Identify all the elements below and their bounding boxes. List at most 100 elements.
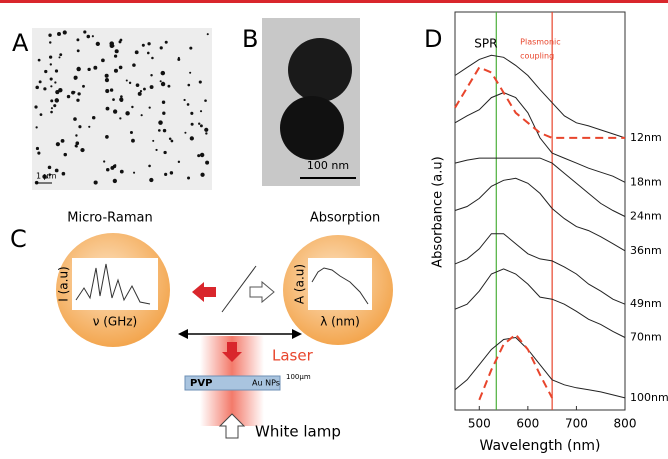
particle xyxy=(184,131,187,134)
micrograph xyxy=(32,28,212,190)
particle xyxy=(147,42,151,46)
particle xyxy=(61,171,66,176)
particle xyxy=(149,177,154,183)
particle xyxy=(105,89,110,94)
particle xyxy=(159,46,163,50)
particle xyxy=(288,38,352,102)
particle xyxy=(74,144,78,148)
particle xyxy=(204,99,207,102)
lamp-label: White lamp xyxy=(255,423,341,441)
arrow-right xyxy=(249,280,275,304)
particle xyxy=(183,98,186,102)
particle xyxy=(189,71,192,74)
particle xyxy=(170,139,174,143)
raman-y-label: I (a.u) xyxy=(57,266,71,302)
particle xyxy=(113,54,118,58)
particle xyxy=(151,56,154,60)
particle xyxy=(113,68,118,73)
particle xyxy=(197,154,201,158)
particle xyxy=(73,117,77,121)
particle xyxy=(76,49,80,53)
particle xyxy=(57,31,61,36)
absorption-x-label: λ (nm) xyxy=(320,315,360,329)
particle xyxy=(148,106,151,109)
particle xyxy=(133,171,136,174)
plot-frame xyxy=(454,11,626,411)
particle xyxy=(66,94,71,99)
particle xyxy=(76,66,81,72)
particle xyxy=(58,56,61,59)
raman-plot xyxy=(72,258,158,310)
particles xyxy=(34,30,210,185)
particle xyxy=(177,160,181,164)
particle xyxy=(160,70,166,76)
particle xyxy=(75,134,78,137)
particle xyxy=(141,43,145,47)
absorption-title: Absorption xyxy=(310,211,380,226)
particle xyxy=(205,132,208,135)
spectrum xyxy=(454,177,626,252)
arrow-left xyxy=(192,282,216,302)
x-axis-label: Wavelength (nm) xyxy=(480,438,601,454)
particle xyxy=(91,115,96,120)
particle xyxy=(198,122,201,125)
particle xyxy=(177,58,181,61)
absorption-spectrum xyxy=(311,267,369,305)
particle xyxy=(87,67,91,72)
particle xyxy=(169,171,174,175)
plot: 500 600 700 800 SPR Plasmonic coupling 12nm 18nm… xyxy=(454,12,668,431)
particle xyxy=(159,80,162,83)
particle xyxy=(109,88,114,92)
particle xyxy=(139,90,143,93)
particle xyxy=(114,49,119,54)
particle xyxy=(73,76,77,80)
particle xyxy=(109,41,114,46)
particle xyxy=(53,104,57,108)
particle xyxy=(58,87,63,93)
particle xyxy=(42,174,47,179)
particle xyxy=(54,81,57,84)
particle xyxy=(49,63,52,66)
particle xyxy=(54,168,59,173)
particle xyxy=(164,40,168,44)
particle xyxy=(39,113,43,117)
particle xyxy=(125,79,128,82)
particle xyxy=(160,81,166,87)
particle xyxy=(104,78,110,83)
particle xyxy=(186,103,190,106)
particle xyxy=(112,98,115,101)
particle xyxy=(35,126,38,129)
particle xyxy=(152,139,155,142)
particle xyxy=(38,80,42,84)
particle xyxy=(95,41,100,47)
nps-label: Au NPs xyxy=(252,379,280,388)
spectrum xyxy=(454,92,626,183)
particle xyxy=(54,69,59,73)
particle xyxy=(80,147,85,153)
raman-x-label: ν (GHz) xyxy=(93,315,138,329)
particle xyxy=(101,58,105,63)
particle xyxy=(106,167,110,172)
particle xyxy=(48,33,52,37)
particle xyxy=(205,160,210,165)
particle xyxy=(48,55,53,59)
y-axis-label: Absorbance (a.u) xyxy=(431,156,446,267)
particle xyxy=(119,169,124,174)
marker-label: Plasmonic xyxy=(520,38,561,47)
absorption-plot xyxy=(308,258,372,310)
particle xyxy=(125,111,130,116)
particle xyxy=(157,129,161,132)
x-tick-label: 600 xyxy=(516,417,539,431)
particle xyxy=(190,122,194,126)
panel-label: C xyxy=(10,225,27,253)
particle xyxy=(37,58,41,62)
particle xyxy=(143,87,146,91)
particle xyxy=(149,85,154,89)
particle xyxy=(34,105,38,109)
particle xyxy=(54,98,60,103)
series-label: 49nm xyxy=(630,297,662,310)
spectrum xyxy=(478,332,553,401)
scale-label: 100 nm xyxy=(307,159,349,172)
particle xyxy=(199,124,203,128)
